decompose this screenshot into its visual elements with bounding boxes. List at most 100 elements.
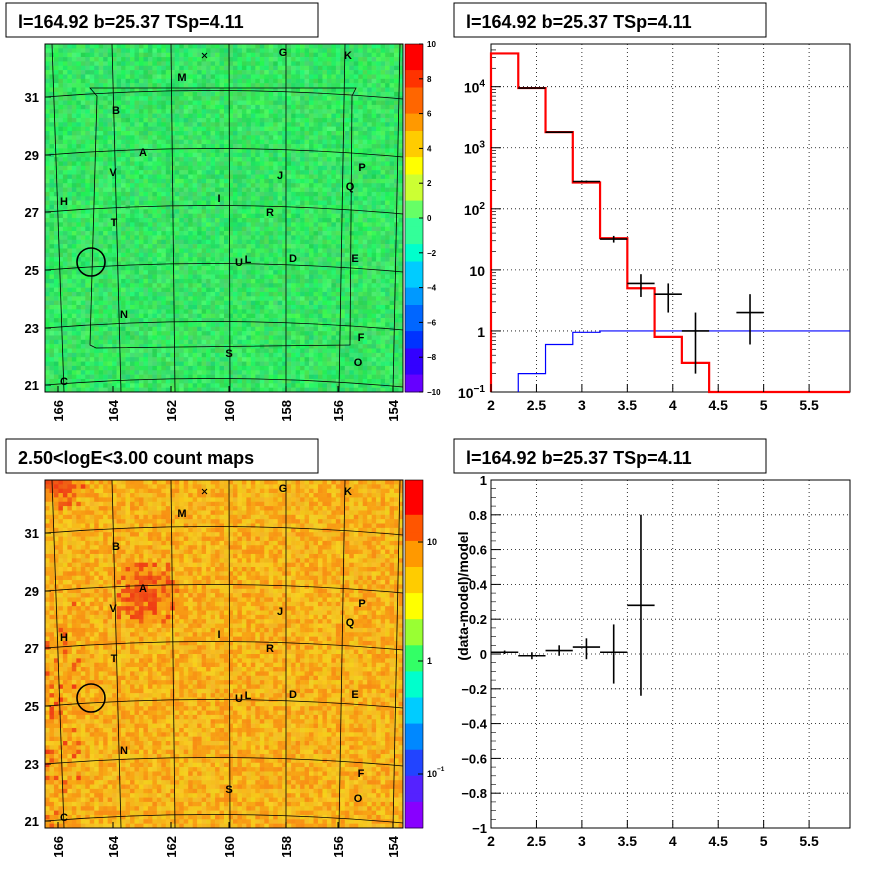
map-pixel xyxy=(134,109,140,114)
map-pixel xyxy=(71,78,77,84)
map-pixel xyxy=(201,231,207,236)
map-pixel xyxy=(161,305,167,310)
map-pixel xyxy=(53,352,59,358)
map-pixel xyxy=(313,252,319,258)
map-pixel xyxy=(49,161,55,167)
map-pixel xyxy=(246,252,252,258)
map-pixel xyxy=(161,139,167,145)
map-pixel xyxy=(264,374,270,380)
map-pixel xyxy=(246,213,252,219)
map-pixel xyxy=(138,104,144,110)
map-pixel xyxy=(215,352,220,358)
map-pixel xyxy=(188,218,193,223)
map-pixel xyxy=(116,139,122,145)
map-pixel xyxy=(58,344,64,349)
map-pixel xyxy=(197,252,202,258)
map-pixel xyxy=(286,131,292,136)
map-pixel xyxy=(116,357,122,362)
map-pixel xyxy=(98,387,104,393)
map-pixel xyxy=(165,235,171,241)
map-pixel xyxy=(103,52,108,58)
map-pixel xyxy=(49,170,55,175)
map-pixel xyxy=(206,274,211,280)
map-pixel xyxy=(71,131,77,136)
map-pixel xyxy=(201,70,207,75)
map-pixel xyxy=(89,300,95,306)
map-pixel xyxy=(125,61,131,67)
map-pixel xyxy=(300,387,305,393)
map-pixel xyxy=(80,100,86,106)
map-pixel xyxy=(152,361,158,367)
map-pixel xyxy=(76,139,82,145)
map-pixel xyxy=(98,318,104,323)
map-pixel xyxy=(210,257,216,262)
map-pixel xyxy=(282,239,287,245)
map-pixel xyxy=(322,183,328,188)
map-pixel xyxy=(103,331,108,336)
map-pixel xyxy=(138,204,144,210)
map-pixel xyxy=(241,78,247,84)
map-pixel xyxy=(232,270,238,275)
map-pixel xyxy=(165,183,171,188)
map-pixel xyxy=(255,235,261,241)
map-pixel xyxy=(224,48,229,53)
map-pixel xyxy=(76,374,82,380)
map-pixel xyxy=(98,100,104,106)
map-pixel xyxy=(143,322,149,328)
map-pixel xyxy=(282,300,287,306)
map-pixel xyxy=(174,170,180,175)
map-pixel xyxy=(156,231,162,236)
map-pixel xyxy=(165,257,171,262)
map-pixel xyxy=(246,352,252,358)
map-pixel xyxy=(71,83,77,88)
map-pixel xyxy=(134,383,140,388)
map-pixel xyxy=(241,209,247,214)
map-pixel xyxy=(188,352,193,358)
map-pixel xyxy=(152,187,158,193)
map-pixel xyxy=(183,96,189,101)
map-pixel xyxy=(250,326,256,332)
map-pixel xyxy=(183,78,189,84)
map-pixel xyxy=(309,174,314,180)
map-pixel xyxy=(130,109,135,114)
map-pixel xyxy=(58,61,64,67)
map-pixel xyxy=(232,209,238,214)
map-pixel xyxy=(53,109,59,114)
map-pixel xyxy=(143,196,149,201)
map-pixel xyxy=(71,248,77,254)
map-pixel xyxy=(156,113,162,119)
map-pixel xyxy=(241,370,247,375)
map-pixel xyxy=(89,117,95,123)
map-pixel xyxy=(188,165,193,171)
map-pixel xyxy=(304,278,310,284)
map-pixel xyxy=(259,248,265,254)
map-pixel xyxy=(241,335,247,341)
map-pixel xyxy=(255,170,261,175)
map-pixel xyxy=(147,187,153,193)
map-pixel xyxy=(268,87,274,93)
map-pixel xyxy=(170,378,176,384)
map-pixel xyxy=(237,135,243,140)
map-pixel xyxy=(259,174,265,180)
map-pixel xyxy=(250,352,256,358)
map-pixel xyxy=(295,109,301,114)
map-pixel xyxy=(273,44,278,49)
map-pixel xyxy=(219,96,225,101)
map-pixel xyxy=(264,204,270,210)
map-pixel xyxy=(237,352,243,358)
map-pixel xyxy=(112,287,117,293)
map-pixel xyxy=(188,48,193,53)
map-pixel xyxy=(125,48,131,53)
map-pixel xyxy=(147,100,153,106)
map-pixel xyxy=(147,161,153,167)
map-pixel xyxy=(295,335,301,341)
map-pixel xyxy=(255,61,261,67)
map-pixel xyxy=(277,222,283,227)
map-pixel xyxy=(228,183,234,188)
map-pixel xyxy=(237,157,243,162)
map-pixel xyxy=(250,87,256,93)
map-pixel xyxy=(165,157,171,162)
map-pixel xyxy=(161,374,167,380)
map-pixel xyxy=(80,61,86,67)
map-pixel xyxy=(80,274,86,280)
